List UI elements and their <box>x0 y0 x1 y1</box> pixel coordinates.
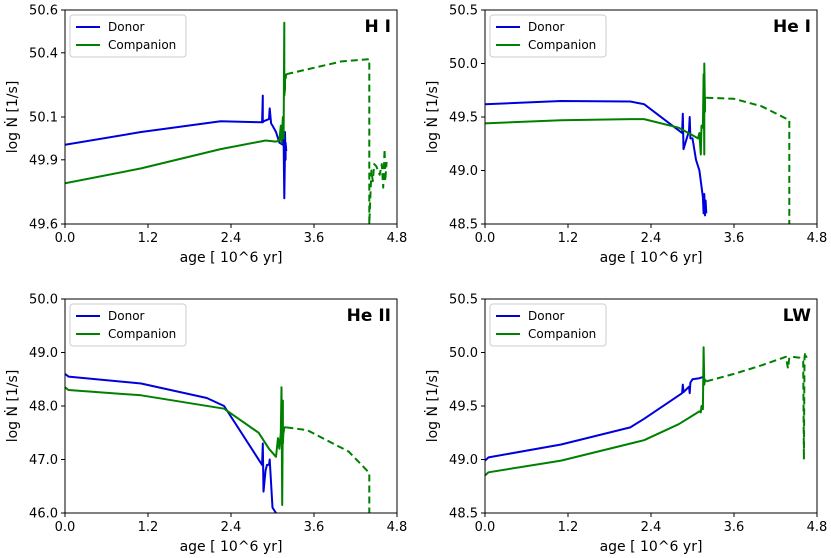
x-tick-label: 1.2 <box>138 520 159 535</box>
y-tick-label: 48.0 <box>29 400 58 415</box>
x-tick-label: 4.8 <box>387 231 408 246</box>
y-tick-label: 50.0 <box>29 293 58 308</box>
legend-box <box>489 14 607 58</box>
y-tick-label: 50.6 <box>29 4 58 19</box>
y-axis-label: log Ṅ [1/s] <box>423 81 441 154</box>
x-tick-label: 2.4 <box>641 231 662 246</box>
series-donor-line <box>485 100 708 217</box>
legend-box <box>69 14 187 58</box>
legend-label-companion: Companion <box>108 38 176 52</box>
series-donor-line <box>65 94 288 200</box>
legend-box <box>489 303 607 347</box>
y-tick-label: 49.5 <box>449 400 478 415</box>
x-tick-label: 4.8 <box>807 231 828 246</box>
y-tick-label: 50.4 <box>29 46 58 61</box>
x-tick-label: 3.6 <box>304 231 325 246</box>
panel-title: He II <box>347 306 391 326</box>
panel-3: 0.0 1.2 2.4 3.6 4.8 48.5 49.0 49.5 50.0 50.5 age [… <box>423 293 827 556</box>
series-companion-dashed-line <box>286 426 371 513</box>
panel-title: He I <box>773 17 811 37</box>
x-axis-label: age [ 10^6 yr] <box>180 539 283 555</box>
x-tick-label: 2.4 <box>641 520 662 535</box>
x-tick-label: 0.0 <box>475 231 496 246</box>
legend: Donor Companion <box>69 303 187 347</box>
x-axis-label: age [ 10^6 yr] <box>600 539 703 555</box>
y-tick-label: 46.0 <box>29 507 58 522</box>
y-axis-label: log Ṅ [1/s] <box>3 81 21 154</box>
x-tick-label: 4.8 <box>387 520 408 535</box>
x-tick-label: 0.0 <box>55 231 76 246</box>
y-tick-label: 49.0 <box>449 453 478 468</box>
y-tick-label: 49.5 <box>449 111 478 126</box>
y-tick-label: 48.5 <box>449 218 478 233</box>
legend: Donor Companion <box>489 303 607 347</box>
series-companion-dashed-line <box>286 58 388 224</box>
y-tick-label: 49.6 <box>29 218 58 233</box>
series-donor-line <box>65 373 277 513</box>
y-tick-label: 50.1 <box>29 111 58 126</box>
legend-label-companion: Companion <box>528 327 596 341</box>
x-tick-label: 0.0 <box>475 520 496 535</box>
y-tick-label: 47.0 <box>29 453 58 468</box>
panel-title: LW <box>783 306 812 326</box>
panel-2: 0.0 1.2 2.4 3.6 4.8 46.0 47.0 48.0 49.0 50.0 age [… <box>3 293 407 556</box>
legend-label-companion: Companion <box>108 327 176 341</box>
x-tick-label: 1.2 <box>558 520 579 535</box>
x-tick-label: 1.2 <box>558 231 579 246</box>
y-axis-label: log Ṅ [1/s] <box>423 370 441 443</box>
legend: Donor Companion <box>489 14 607 58</box>
series-donor-line <box>485 376 707 462</box>
legend-label-donor: Donor <box>528 20 565 34</box>
y-tick-label: 49.0 <box>449 164 478 179</box>
legend-label-donor: Donor <box>528 309 565 323</box>
y-tick-label: 50.5 <box>449 293 478 308</box>
legend-label-donor: Donor <box>108 20 145 34</box>
y-tick-label: 49.0 <box>29 346 58 361</box>
x-tick-label: 1.2 <box>138 231 159 246</box>
x-tick-label: 2.4 <box>221 231 242 246</box>
series-companion-line <box>485 346 707 477</box>
y-axis-label: log Ṅ [1/s] <box>3 370 21 443</box>
x-axis-label: age [ 10^6 yr] <box>600 250 703 266</box>
series-companion-dashed-line <box>706 96 791 224</box>
x-tick-label: 2.4 <box>221 520 242 535</box>
panel-1: 0.0 1.2 2.4 3.6 4.8 48.5 49.0 49.5 50.0 50.5 age [… <box>423 4 827 267</box>
panel-0: 0.0 1.2 2.4 3.6 4.8 49.6 49.9 50.1 50.4 50.6 age [… <box>3 4 407 267</box>
y-tick-label: 50.5 <box>449 4 478 19</box>
x-tick-label: 3.6 <box>304 520 325 535</box>
legend: Donor Companion <box>69 14 187 58</box>
y-tick-label: 50.0 <box>449 57 478 72</box>
x-axis-label: age [ 10^6 yr] <box>180 250 283 266</box>
x-tick-label: 3.6 <box>724 231 745 246</box>
series-companion-line <box>65 386 287 506</box>
series-companion-line <box>485 62 707 156</box>
x-tick-label: 4.8 <box>807 520 828 535</box>
x-tick-label: 0.0 <box>55 520 76 535</box>
legend-box <box>69 303 187 347</box>
x-tick-label: 3.6 <box>724 520 745 535</box>
panel-title: H I <box>365 17 391 37</box>
y-tick-label: 48.5 <box>449 507 478 522</box>
legend-label-donor: Donor <box>108 309 145 323</box>
y-tick-label: 50.0 <box>449 346 478 361</box>
y-tick-label: 49.9 <box>29 153 58 168</box>
series-companion-dashed-line <box>706 351 808 461</box>
series-companion-line <box>65 21 288 185</box>
legend-label-companion: Companion <box>528 38 596 52</box>
